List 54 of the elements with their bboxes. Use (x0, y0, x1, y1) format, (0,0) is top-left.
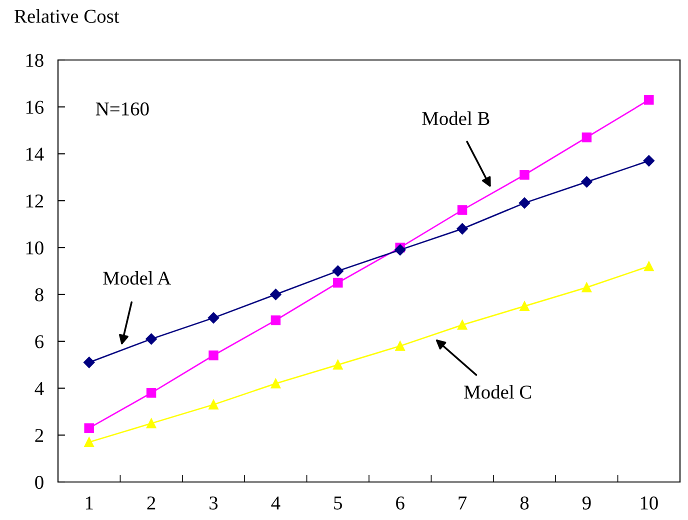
x-tick-label: 10 (640, 496, 658, 510)
x-tick-label: 7 (458, 496, 467, 510)
point (146, 418, 156, 428)
point (83, 356, 95, 368)
y-tick-label: 12 (26, 194, 44, 208)
point (520, 170, 530, 180)
point (333, 278, 343, 288)
point (644, 94, 654, 105)
point (208, 400, 218, 410)
y-axis-title: Relative Cost (14, 9, 120, 23)
point (84, 437, 94, 448)
point (333, 360, 343, 370)
point (332, 265, 344, 277)
y-tick-label: 6 (35, 335, 44, 348)
point (518, 197, 530, 209)
point (456, 223, 468, 234)
text: Model C (464, 384, 532, 399)
point (457, 205, 468, 215)
point (270, 288, 282, 300)
x-tick-label: 4 (271, 496, 280, 510)
x-tick-label: 2 (147, 496, 156, 510)
point (146, 388, 156, 398)
text: Model A (103, 271, 172, 285)
y-tick-label: 4 (34, 382, 44, 395)
x-tick-label: 6 (396, 496, 404, 510)
point (146, 333, 157, 345)
point (270, 315, 281, 326)
point (395, 341, 405, 351)
y-tick-label: 14 (26, 148, 44, 161)
x-tick-label: 1 (86, 496, 93, 510)
y-tick-label: 18 (26, 54, 44, 67)
point (520, 301, 530, 312)
annotation: N=160 (96, 102, 149, 116)
x-tick-label: 8 (520, 496, 529, 510)
point (270, 378, 281, 388)
point (582, 132, 592, 142)
y-tick-label: 0 (35, 476, 44, 489)
y-tick-label: 10 (26, 241, 44, 254)
point (208, 312, 220, 324)
point (394, 244, 406, 256)
point (581, 176, 592, 188)
y-tick-label: 8 (35, 288, 44, 302)
point (582, 282, 592, 292)
point (644, 261, 654, 272)
x-tick-label: 3 (210, 496, 218, 510)
y-tick-label: 2 (35, 428, 44, 442)
point (84, 423, 94, 433)
text: Model B (422, 111, 490, 126)
point (208, 350, 218, 360)
x-tick-label: 9 (582, 496, 591, 510)
point (457, 320, 468, 330)
x-tick-label: 5 (334, 496, 342, 510)
y-tick-label: 16 (26, 100, 44, 114)
point (643, 155, 655, 166)
